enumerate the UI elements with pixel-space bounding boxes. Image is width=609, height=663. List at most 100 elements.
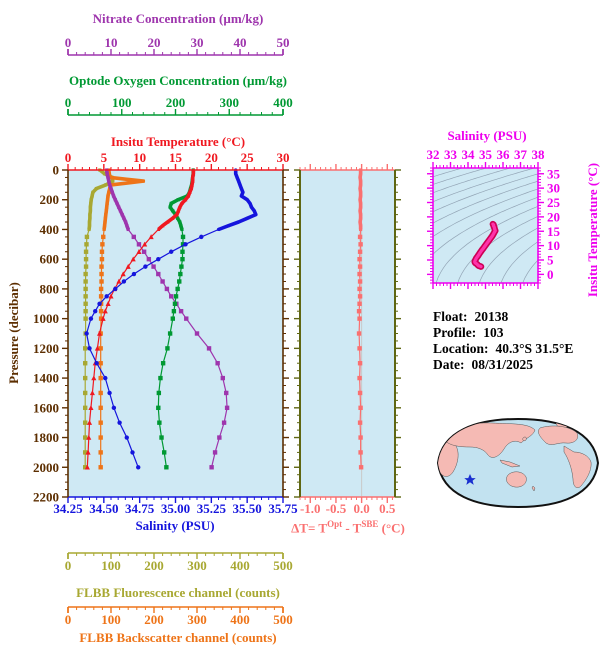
isopycnal-contours [433,168,538,283]
svg-text:20: 20 [148,35,161,50]
svg-text:35.50: 35.50 [233,501,262,516]
svg-text:0: 0 [65,558,72,573]
fluorescence-axis-title: FLBB Fluorescence channel (counts) [76,585,280,600]
backscatter-scale-bar: 0 100 200 300 400 500 [65,606,293,627]
svg-text:50: 50 [277,35,290,50]
svg-text:1400: 1400 [33,371,59,386]
delta-t-title-sup: SBE [361,519,379,529]
svg-text:1600: 1600 [33,400,59,415]
date-value: 08/31/2025 [471,357,533,372]
location-value: 40.3°S 31.5°E [495,341,574,356]
svg-text:5: 5 [547,253,554,268]
svg-text:300: 300 [187,558,207,573]
delta-t-title-part: ΔT= T [291,520,328,536]
delta-t-title-part: (°C) [378,520,405,536]
svg-text:300: 300 [220,95,240,110]
backscatter-axis-title: FLBB Backscatter channel (counts) [79,630,277,645]
ts-plot-area [433,168,538,283]
svg-text:400: 400 [40,222,60,237]
delta-t-title-sup: Opt [327,519,343,529]
svg-text:10: 10 [105,35,118,50]
date-row: Date: 08/31/2025 [433,357,533,373]
salinity-axis-title: Salinity (PSU) [135,518,215,533]
svg-text:34.50: 34.50 [89,501,118,516]
svg-text:0: 0 [53,163,60,178]
svg-text:36: 36 [497,147,511,162]
date-label: Date: [433,357,465,372]
pressure-axis-title: Pressure (decibar) [6,282,21,384]
svg-text:100: 100 [101,558,121,573]
svg-text:400: 400 [273,95,293,110]
svg-text:15: 15 [169,150,183,165]
delta-t-axis-title: ΔT= TOpt - TSBE (°C) [291,519,405,536]
svg-text:10: 10 [133,150,146,165]
svg-text:20: 20 [547,209,560,224]
svg-text:500: 500 [273,558,293,573]
svg-text:-1.0: -1.0 [300,501,321,516]
svg-text:300: 300 [187,612,207,627]
svg-text:34.75: 34.75 [125,501,155,516]
nitrate-axis-title: Nitrate Concentration (µm/kg) [92,11,264,26]
svg-text:35.25: 35.25 [197,501,227,516]
svg-text:33: 33 [444,147,458,162]
svg-text:400: 400 [230,612,250,627]
svg-text:0: 0 [65,612,72,627]
delta-t-axes: -1.0 -0.5 0.0 0.5 [294,164,401,516]
svg-text:600: 600 [40,252,60,267]
temperature-axis-title: Insitu Temperature (°C) [110,134,246,149]
svg-text:40: 40 [234,35,247,50]
temperature-profile-line [84,168,196,470]
svg-text:0: 0 [65,35,72,50]
svg-text:34.25: 34.25 [53,501,83,516]
svg-text:35.75: 35.75 [268,501,298,516]
svg-text:800: 800 [40,281,60,296]
location-row: Location: 40.3°S 31.5°E [433,341,573,357]
svg-text:1200: 1200 [33,341,59,356]
svg-text:200: 200 [144,558,164,573]
svg-text:15: 15 [547,224,561,239]
ts-salinity-title: Salinity (PSU) [447,128,527,143]
svg-text:0.0: 0.0 [353,501,369,516]
svg-text:200: 200 [144,612,164,627]
svg-text:1000: 1000 [33,311,59,326]
profile-row: Profile: 103 [433,325,503,341]
svg-text:5: 5 [101,150,108,165]
float-id-row: Float: 20138 [433,309,508,325]
svg-text:100: 100 [112,95,132,110]
map-landmasses [438,421,592,492]
svg-text:38: 38 [532,147,546,162]
float-label: Float: [433,309,468,324]
temperature-axis: 0 5 10 15 20 25 30 [65,150,290,171]
svg-text:0: 0 [65,95,72,110]
svg-text:0: 0 [547,267,554,282]
svg-text:35.00: 35.00 [161,501,190,516]
delta-t-plot-area [300,170,395,497]
svg-text:35: 35 [547,166,561,181]
svg-text:34: 34 [462,147,476,162]
float-value: 20138 [474,309,509,324]
svg-text:30: 30 [191,35,204,50]
backscatter-profile-line [98,168,146,470]
pressure-axis: 0 200 400 600 800 1000 1200 1400 1600 1800 2000 220… [33,163,289,505]
svg-text:100: 100 [101,612,121,627]
svg-text:10: 10 [547,238,560,253]
world-map [436,417,600,509]
location-label: Location: [433,341,489,356]
svg-text:2200: 2200 [33,490,59,505]
svg-text:25: 25 [547,195,561,210]
svg-text:20: 20 [205,150,218,165]
svg-text:0.5: 0.5 [379,501,396,516]
profile-value: 103 [483,325,504,340]
delta-t-title-part: - T [342,520,362,536]
profile-label: Profile: [433,325,477,340]
salinity-axis: 34.25 34.50 34.75 35.00 35.25 35.50 35.75 [53,496,298,516]
ts-curve [471,220,499,270]
svg-text:200: 200 [166,95,186,110]
fluorescence-scale-bar: 0 100 200 300 400 500 [65,552,293,573]
nitrate-scale-bar: 0 10 20 30 40 50 [65,35,290,56]
float-location-star [464,474,476,485]
oxygen-axis-title: Optode Oxygen Concentration (µm/kg) [68,73,288,88]
